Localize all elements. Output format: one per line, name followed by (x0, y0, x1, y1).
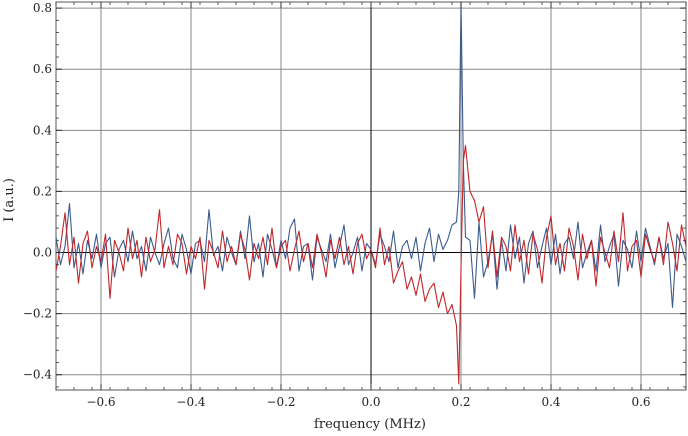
x-tick-label: 0.2 (451, 395, 470, 409)
x-tick-label: −0.2 (266, 395, 295, 409)
zero-lines (56, 2, 686, 390)
x-tick-label: −0.6 (86, 395, 115, 409)
y-tick-label: 0.4 (33, 123, 52, 137)
y-tick-label: −0.4 (23, 368, 53, 382)
y-axis-label: I (a.u.) (2, 178, 17, 222)
y-tick-label: 0.6 (33, 62, 52, 76)
x-tick-label: −0.4 (176, 395, 206, 409)
y-tick-label: −0.2 (23, 307, 52, 321)
series-line-2 (55, 145, 687, 385)
x-tick-label: 0.6 (631, 395, 650, 409)
series-group (55, 1, 687, 385)
x-tick-label: 0.4 (541, 395, 560, 409)
ticks (55, 2, 687, 390)
y-tick-label: 0.0 (33, 246, 52, 260)
tick-labels: −0.6 −0.4 −0.2 0.0 0.2 0.4 0.6 −0.4 −0.2 0.0 0.2 0.… (23, 1, 651, 409)
y-tick-label: 0.2 (33, 184, 52, 198)
x-tick-label: 0.0 (361, 395, 380, 409)
y-tick-label: 0.8 (33, 1, 52, 15)
x-axis-label: frequency (MHz) (314, 417, 426, 432)
